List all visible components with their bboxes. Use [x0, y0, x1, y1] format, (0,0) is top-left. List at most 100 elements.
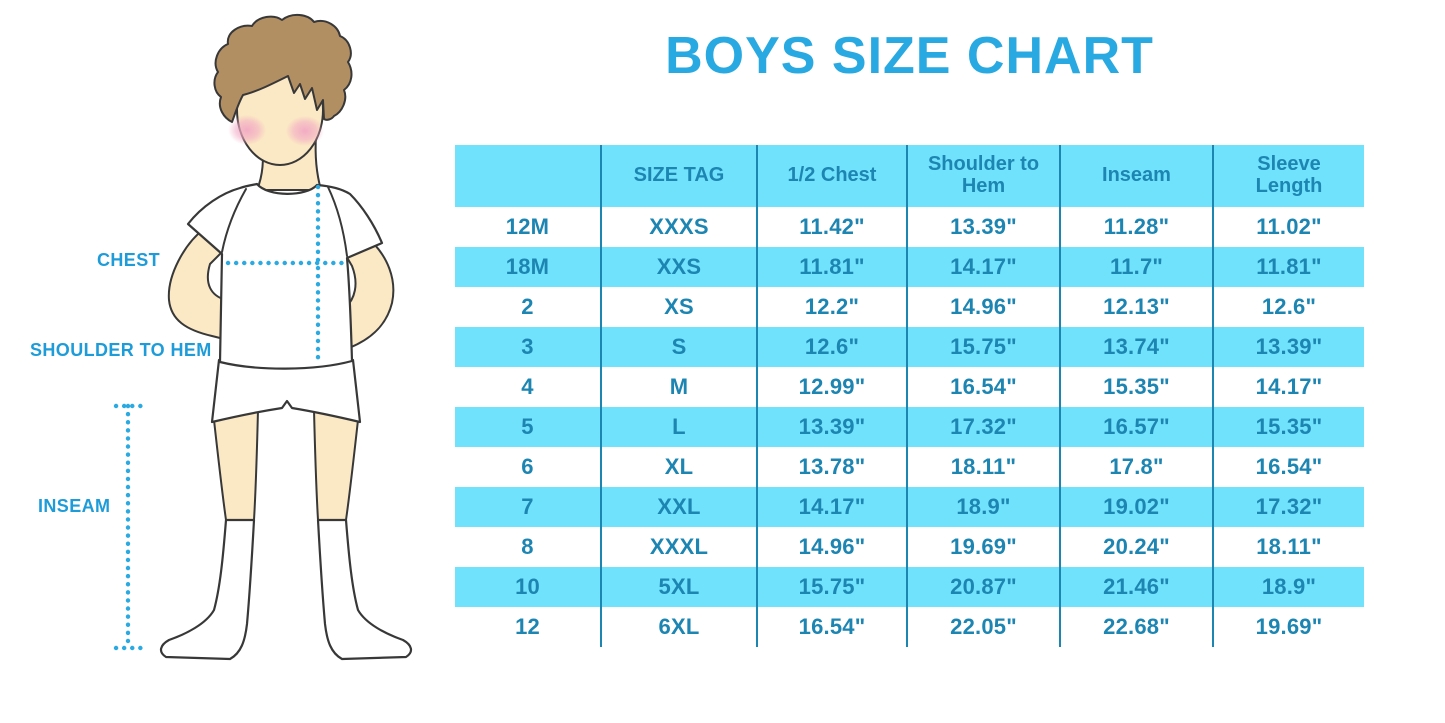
table-cell: 18.9" [906, 487, 1059, 527]
table-row: 5 L 13.39" 17.32" 16.57" 15.35" [455, 407, 1364, 447]
table-cell: 5XL [600, 567, 756, 607]
table-cell: 7 [521, 494, 534, 519]
table-cell: 13.74" [1059, 327, 1212, 367]
chest-label: CHEST [96, 250, 160, 270]
table-cell: 15.35" [1212, 407, 1364, 447]
table-cell: 22.68" [1059, 607, 1212, 647]
table-cell: 20.24" [1059, 527, 1212, 567]
table-cell: 8 [521, 534, 534, 559]
table-cell: 11.42" [756, 207, 906, 247]
boy-left-sleeve-seam [221, 188, 247, 253]
table-cell: 17.32" [1212, 487, 1364, 527]
table-cell: 13.78" [756, 447, 906, 487]
table-cell: 12M [505, 214, 550, 239]
table-cell: 16.57" [1059, 407, 1212, 447]
table-cell: 19.69" [906, 527, 1059, 567]
boy-right-sock [316, 518, 413, 661]
inseam-dotted-line [113, 403, 144, 651]
boy-right-arm [341, 237, 395, 353]
table-cell: 18M [505, 254, 550, 279]
header-cell: Sleeve Length [1212, 145, 1364, 207]
boy-tshirt [186, 182, 384, 370]
table-row: 4 M 12.99" 16.54" 15.35" 14.17" [455, 367, 1364, 407]
boy-right-cheek [286, 116, 324, 146]
boy-hair [213, 14, 353, 123]
page-title: BOYS SIZE CHART [665, 27, 1154, 85]
table-cell: 17.8" [1059, 447, 1212, 487]
table-cell: 19.02" [1059, 487, 1212, 527]
table-cell: 12.2" [756, 287, 906, 327]
size-table: SIZE TAG 1/2 Chest Shoulder to Hem Inseam Sl… [455, 145, 1364, 647]
table-cell: 11.81" [756, 247, 906, 287]
table-cell: XL [600, 447, 756, 487]
table-cell: XS [600, 287, 756, 327]
table-cell: 21.46" [1059, 567, 1212, 607]
table-cell: 12.13" [1059, 287, 1212, 327]
table-cell: 20.87" [906, 567, 1059, 607]
header-cell: SIZE TAG [600, 145, 756, 207]
table-cell: 6 [521, 454, 534, 479]
table-cell: 14.96" [906, 287, 1059, 327]
table-row: 18M XXS 11.81" 14.17" 11.7" 11.81" [455, 247, 1364, 287]
table-cell: XXL [600, 487, 756, 527]
table-cell: 11.02" [1212, 207, 1364, 247]
table-row: 7 XXL 14.17" 18.9" 19.02" 17.32" [455, 487, 1364, 527]
header-cell: Shoulder to Hem [906, 145, 1059, 207]
boy-measurement-illustration [113, 14, 413, 661]
header-cell [455, 145, 600, 207]
table-cell: 10 [515, 574, 540, 599]
table-cell: 14.17" [756, 487, 906, 527]
table-cell: 19.69" [1212, 607, 1364, 647]
table-cell: XXXL [600, 527, 756, 567]
boy-left-sock [159, 518, 256, 661]
table-cell: 14.96" [756, 527, 906, 567]
table-cell: 11.7" [1059, 247, 1212, 287]
boy-right-sleeve-seam [327, 186, 348, 257]
shoulder-to-hem-label: SHOULDER TO HEM [30, 340, 212, 360]
table-cell: 6XL [600, 607, 756, 647]
table-cell: XXXS [600, 207, 756, 247]
table-cell: 12.99" [756, 367, 906, 407]
table-cell: S [600, 327, 756, 367]
table-cell: 12.6" [756, 327, 906, 367]
table-cell: 18.11" [906, 447, 1059, 487]
table-cell: 11.28" [1059, 207, 1212, 247]
table-cell: 13.39" [1212, 327, 1364, 367]
table-row: 2 XS 12.2" 14.96" 12.13" 12.6" [455, 287, 1364, 327]
boy-left-arm [167, 227, 229, 341]
table-row: 12 6XL 16.54" 22.05" 22.68" 19.69" [455, 607, 1364, 647]
table-cell: 15.75" [906, 327, 1059, 367]
table-row: 8 XXXL 14.96" 19.69" 20.24" 18.11" [455, 527, 1364, 567]
table-cell: 12 [515, 614, 540, 639]
table-cell: 13.39" [756, 407, 906, 447]
table-cell: 16.54" [906, 367, 1059, 407]
table-cell: 13.39" [906, 207, 1059, 247]
table-cell: 11.81" [1212, 247, 1364, 287]
table-row: 12M XXXS 11.42" 13.39" 11.28" 11.02" [455, 207, 1364, 247]
table-row: 6 XL 13.78" 18.11" 17.8" 16.54" [455, 447, 1364, 487]
table-cell: 4 [521, 374, 534, 399]
header-cell: 1/2 Chest [756, 145, 906, 207]
table-cell: 16.54" [1212, 447, 1364, 487]
table-cell: 18.11" [1212, 527, 1364, 567]
table-cell: 17.32" [906, 407, 1059, 447]
table-row: 10 5XL 15.75" 20.87" 21.46" 18.9" [455, 567, 1364, 607]
table-cell: 18.9" [1212, 567, 1364, 607]
table-cell: 22.05" [906, 607, 1059, 647]
header-cell: Inseam [1059, 145, 1212, 207]
table-cell: 2 [521, 294, 534, 319]
inseam-label: INSEAM [38, 496, 111, 516]
table-cell: 14.17" [1212, 367, 1364, 407]
table-row: 3 S 12.6" 15.75" 13.74" 13.39" [455, 327, 1364, 367]
table-cell: 15.35" [1059, 367, 1212, 407]
table-header-row: SIZE TAG 1/2 Chest Shoulder to Hem Inseam Sl… [455, 145, 1364, 207]
table-cell: 14.17" [906, 247, 1059, 287]
table-cell: M [600, 367, 756, 407]
boy-left-cheek [228, 115, 266, 145]
table-cell: 5 [521, 414, 534, 439]
table-body: 12M XXXS 11.42" 13.39" 11.28" 11.02" 18M XXS 11.… [455, 207, 1364, 647]
table-cell: L [600, 407, 756, 447]
table-cell: 12.6" [1212, 287, 1364, 327]
table-cell: 15.75" [756, 567, 906, 607]
